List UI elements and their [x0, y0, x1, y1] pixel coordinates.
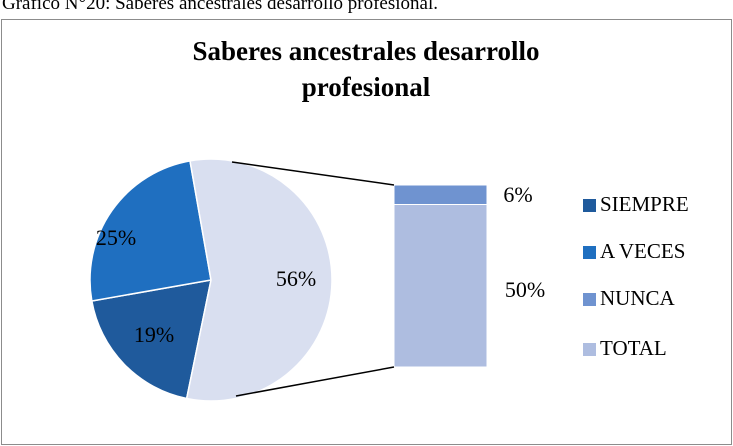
- legend-label: A VECES: [600, 239, 685, 263]
- caption: Gráfico N°20: Saberes ancestrales desarr…: [2, 0, 438, 14]
- data-label: 50%: [505, 277, 545, 302]
- data-label: 25%: [96, 225, 136, 250]
- legend-swatch: [583, 199, 596, 212]
- legend-swatch: [583, 293, 596, 306]
- connector: [235, 366, 395, 397]
- bar-segment: [393, 204, 488, 368]
- legend-label: TOTAL: [600, 336, 667, 360]
- chart-title: Saberes ancestrales desarrollo profesiona…: [193, 36, 540, 102]
- pie-slice: [89, 159, 212, 302]
- pie-slice: [90, 279, 212, 400]
- bar-segment: [393, 184, 488, 205]
- legend-label: SIEMPRE: [600, 192, 689, 216]
- data-label: 19%: [134, 322, 174, 347]
- data-label: 6%: [503, 182, 532, 207]
- data-label: 56%: [276, 266, 316, 291]
- legend-swatch: [583, 246, 596, 259]
- connector: [231, 161, 395, 186]
- legend-label: NUNCA: [600, 286, 676, 310]
- legend-swatch: [583, 343, 596, 356]
